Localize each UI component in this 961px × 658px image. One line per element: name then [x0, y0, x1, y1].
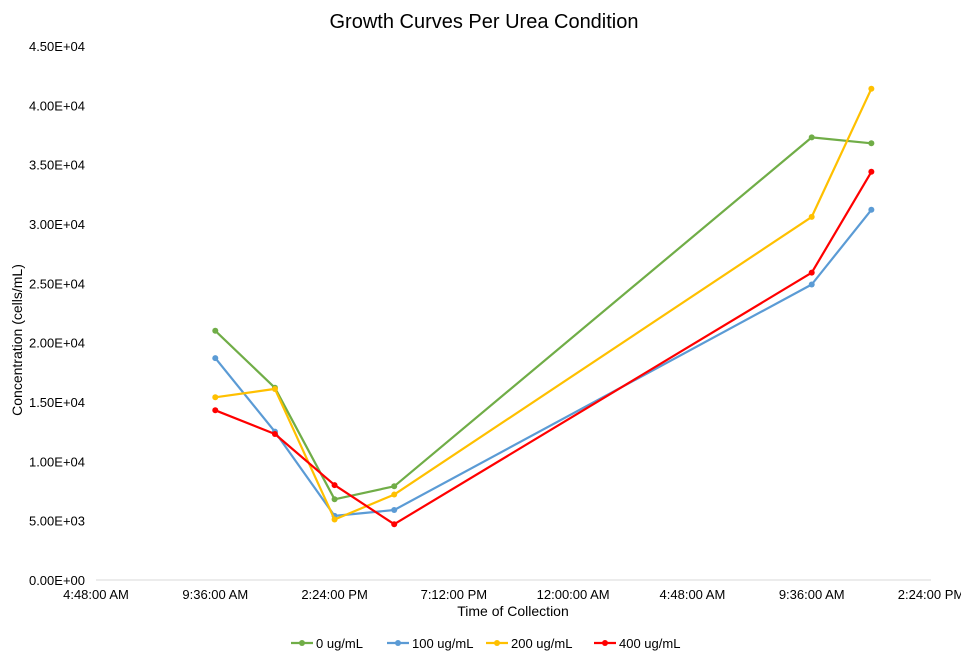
- data-point: [271, 431, 278, 438]
- y-tick-label: 4.00E+04: [29, 98, 85, 113]
- data-point: [212, 407, 219, 414]
- data-point: [808, 281, 815, 288]
- series-line: [215, 88, 873, 521]
- series-line: [214, 171, 873, 526]
- x-tick-labels: 4:48:00 AM 9:36:00 AM 2:24:00 PM 7:12:00 PM…: [63, 587, 961, 602]
- data-point: [271, 385, 278, 392]
- x-tick-label: 9:36:00 AM: [182, 587, 248, 602]
- legend: 0 ug/mL 100 ug/mL 200 ug/mL 400 ug/mL: [291, 636, 680, 651]
- x-axis-title: Time of Collection: [457, 603, 569, 619]
- data-point: [391, 521, 398, 528]
- series-line: [214, 136, 872, 501]
- x-tick-label: 4:48:00 AM: [660, 587, 726, 602]
- data-point: [868, 140, 875, 147]
- legend-item: 200 ug/mL: [486, 636, 572, 651]
- x-tick-label: 2:24:00 PM: [301, 587, 368, 602]
- y-tick-label: 2.50E+04: [29, 276, 85, 291]
- data-point: [331, 482, 338, 489]
- x-tick-label: 7:12:00 PM: [421, 587, 488, 602]
- data-point: [331, 496, 338, 503]
- y-tick-label: 2.00E+04: [29, 336, 85, 351]
- y-tick-label: 1.00E+04: [29, 454, 85, 469]
- y-tick-label: 5.00E+03: [29, 514, 85, 529]
- data-point: [391, 491, 398, 498]
- legend-swatch-marker: [602, 640, 608, 646]
- series-400-ug-ml: [212, 168, 875, 528]
- legend-label: 100 ug/mL: [412, 636, 473, 651]
- legend-item: 400 ug/mL: [594, 636, 680, 651]
- data-point: [868, 168, 875, 175]
- legend-item: 100 ug/mL: [387, 636, 473, 651]
- x-tick-label: 12:00:00 AM: [537, 587, 610, 602]
- series-line: [214, 209, 873, 518]
- legend-swatch-marker: [395, 640, 401, 646]
- data-point: [391, 483, 398, 490]
- legend-label: 400 ug/mL: [619, 636, 680, 651]
- data-point: [808, 213, 815, 220]
- y-tick-labels: 0.00E+00 5.00E+03 1.00E+04 1.50E+04 2.00E+04…: [29, 39, 85, 588]
- legend-item: 0 ug/mL: [291, 636, 363, 651]
- y-tick-label: 3.00E+04: [29, 217, 85, 232]
- data-point: [808, 269, 815, 276]
- data-point: [212, 327, 219, 334]
- chart-title: Growth Curves Per Urea Condition: [329, 11, 638, 33]
- legend-label: 200 ug/mL: [511, 636, 572, 651]
- y-tick-label: 0.00E+00: [29, 573, 85, 588]
- data-point: [391, 506, 398, 513]
- y-tick-label: 4.50E+04: [29, 39, 85, 54]
- x-tick-label: 2:24:00 PM: [898, 587, 961, 602]
- legend-swatch-marker: [299, 640, 305, 646]
- data-point: [331, 516, 338, 523]
- series-200-ug-ml: [212, 85, 875, 523]
- y-tick-label: 1.50E+04: [29, 395, 85, 410]
- data-point: [868, 85, 875, 92]
- data-point: [808, 134, 815, 141]
- x-tick-label: 4:48:00 AM: [63, 587, 129, 602]
- series-0-ug-ml: [212, 134, 875, 503]
- data-point: [868, 206, 875, 213]
- legend-label: 0 ug/mL: [316, 636, 363, 651]
- legend-swatch-marker: [494, 640, 500, 646]
- data-point: [212, 394, 219, 401]
- data-point: [212, 355, 219, 362]
- x-tick-label: 9:36:00 AM: [779, 587, 845, 602]
- series-100-ug-ml: [212, 206, 875, 519]
- y-tick-label: 3.50E+04: [29, 158, 85, 173]
- series-layer: [212, 85, 875, 528]
- y-axis-title: Concentration (cells/mL): [9, 264, 25, 416]
